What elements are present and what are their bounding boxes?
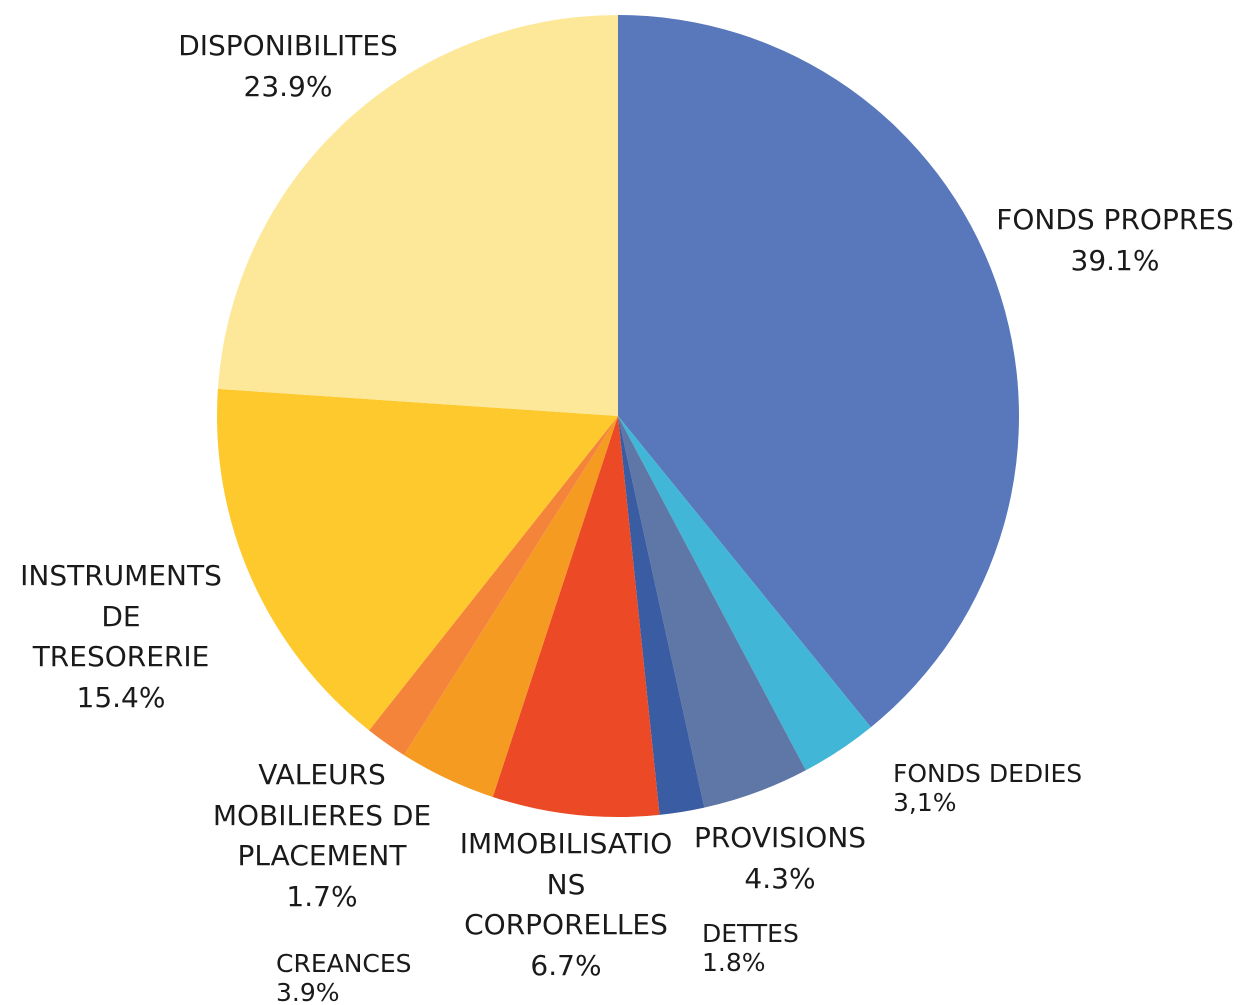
category-name: DISPONIBILITES (178, 29, 398, 62)
slice-label: PROVISIONS 4.3% (680, 818, 880, 899)
slice-label: FONDS PROPRES 39.1% (985, 200, 1245, 281)
slice-label: DISPONIBILITES 23.9% (148, 26, 428, 107)
pie-slice (404, 416, 618, 797)
value-label: 3.9% (276, 977, 340, 1005)
pie-slice (492, 416, 660, 817)
pie-slice (618, 15, 1020, 728)
value-label: 23.9% (243, 69, 333, 103)
slice-label: VALEURS MOBILIERES DE PLACEMENT 1.7% (202, 755, 442, 917)
category-name: CREANCES (276, 949, 412, 978)
category-name: IMMOBILISATIONS CORPORELLES (459, 827, 673, 942)
value-label: 39.1% (1070, 243, 1160, 277)
value-label: 6.7% (530, 948, 602, 982)
slice-label: DETTES 1.8% (702, 919, 852, 978)
category-name: VALEURS MOBILIERES DE PLACEMENT (212, 758, 432, 873)
value-label: 1.8% (702, 947, 766, 977)
category-name: FONDS DEDIES (893, 759, 1083, 788)
pie-slice (369, 416, 618, 756)
pie-slice (618, 416, 806, 808)
value-label: 3,1% (893, 787, 957, 817)
value-label: 15.4% (76, 680, 166, 714)
pie-slice (217, 15, 619, 416)
pie-slice (217, 388, 618, 731)
category-name: PROVISIONS (693, 821, 867, 854)
slice-label: FONDS DEDIES 3,1% (893, 759, 1153, 818)
pie-slice (618, 416, 871, 771)
value-label: 1.7% (286, 879, 358, 913)
category-name: DETTES (702, 919, 799, 948)
slice-label: INSTRUMENTS DE TRESORERIE 15.4% (10, 556, 232, 718)
category-name: FONDS PROPRES (996, 203, 1234, 236)
slice-label: CREANCES 3.9% (276, 949, 476, 1005)
value-label: 4.3% (744, 861, 816, 895)
pie-slice (618, 416, 705, 815)
slice-label: IMMOBILISATIONS CORPORELLES 6.7% (458, 824, 674, 986)
category-name: INSTRUMENTS DE TRESORERIE (20, 559, 222, 674)
